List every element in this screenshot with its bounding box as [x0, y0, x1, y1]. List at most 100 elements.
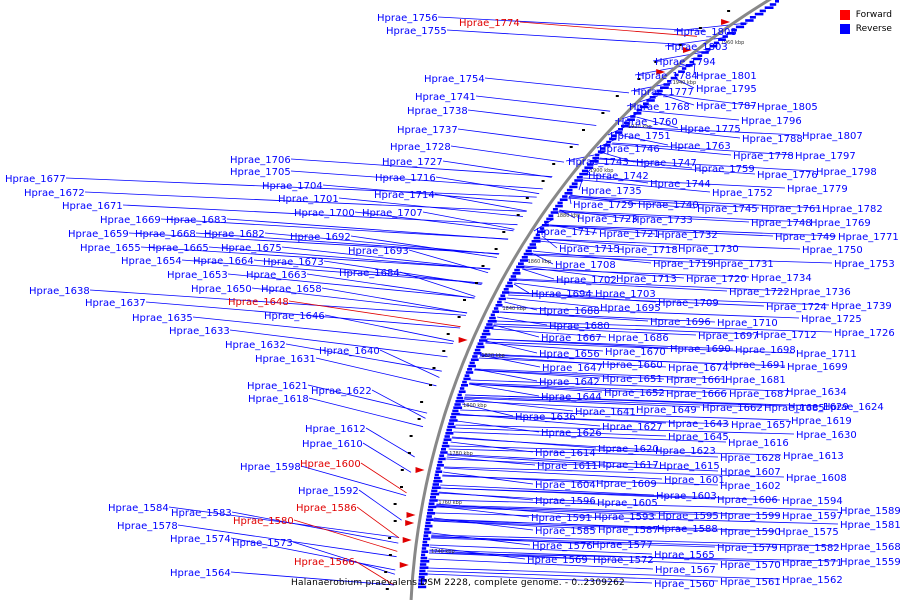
gene-label: Hprae_1771	[838, 232, 899, 243]
gene-label: Hprae_1707	[362, 208, 423, 219]
gene-label: Hprae_1566	[294, 557, 355, 568]
reverse-gene	[759, 9, 766, 13]
reverse-gene	[670, 76, 678, 80]
gene-label: Hprae_1675	[221, 243, 282, 254]
leader-line	[457, 128, 579, 146]
leader-line	[458, 414, 730, 425]
leader-line	[122, 204, 518, 226]
reverse-gene	[422, 540, 428, 544]
leader-line	[455, 424, 795, 435]
leader-line	[642, 110, 740, 121]
leader-line	[549, 224, 837, 237]
gene-label: Hprae_1756	[377, 13, 438, 24]
leader-line	[399, 271, 476, 297]
feature-mark	[400, 469, 404, 471]
reverse-gene	[764, 6, 774, 9]
feature-mark	[407, 452, 411, 454]
reverse-gene	[418, 576, 425, 579]
gene-label: Hprae_1755	[386, 26, 447, 37]
gene-label: Hprae_1680	[549, 321, 610, 332]
gene-label: Hprae_1593	[594, 512, 655, 523]
leader-line	[619, 134, 669, 146]
feature-mark	[417, 418, 421, 420]
forward-gene	[406, 512, 416, 518]
leader-line	[676, 78, 695, 89]
leader-line	[450, 145, 565, 163]
gene-label: Hprae_1677	[5, 174, 66, 185]
gene-label: Hprae_1661	[666, 375, 727, 386]
gene-label: Hprae_1567	[655, 565, 716, 576]
gene-label: Hprae_1775	[680, 124, 741, 135]
reverse-gene	[459, 387, 465, 390]
reverse-gene	[529, 243, 536, 246]
leader-line	[227, 273, 475, 299]
kbp-tick-label: 1940 kbp	[673, 80, 697, 86]
reverse-gene	[571, 182, 578, 185]
gene-label: Hprae_1683	[166, 215, 227, 226]
reverse-gene	[479, 339, 488, 342]
leader-line	[504, 301, 538, 311]
feature-mark	[654, 61, 658, 63]
gene-label: Hprae_1570	[720, 560, 781, 571]
gene-label: Hprae_1807	[802, 131, 863, 142]
gene-label: Hprae_1709	[658, 298, 719, 309]
gene-label: Hprae_1648	[228, 297, 289, 308]
gene-label: Hprae_1631	[255, 354, 316, 365]
reverse-gene	[705, 48, 711, 51]
leader-line	[354, 211, 514, 232]
gene-label: Hprae_1729	[573, 200, 634, 211]
gene-label: Hprae_1612	[305, 424, 366, 435]
reverse-gene	[422, 544, 430, 547]
gene-label: Hprae_1795	[696, 84, 757, 95]
gene-label: Hprae_1565	[654, 550, 715, 561]
leader-line	[437, 16, 705, 32]
reverse-gene	[472, 355, 478, 358]
reverse-gene	[454, 403, 461, 406]
reverse-gene	[455, 400, 465, 403]
gene-label: Hprae_1633	[169, 326, 230, 337]
reverse-gene	[735, 25, 745, 29]
gene-label: Hprae_1651	[602, 374, 663, 385]
legend-reverse: Reverse	[839, 22, 892, 36]
leader-line	[177, 524, 397, 558]
reverse-gene	[518, 262, 524, 265]
leader-line	[429, 549, 781, 563]
leader-line	[431, 535, 591, 545]
reverse-gene	[448, 422, 455, 425]
gene-label: Hprae_1728	[390, 142, 451, 153]
forward-gene	[458, 337, 468, 343]
leader-line	[673, 22, 748, 32]
leader-line	[360, 462, 407, 494]
kbp-tick-label: 1820 kbp	[481, 353, 505, 359]
reverse-gene	[487, 320, 497, 323]
reverse-gene	[423, 537, 431, 541]
feature-mark	[385, 588, 389, 590]
gene-label: Hprae_1744	[650, 179, 711, 190]
reverse-gene	[441, 444, 450, 448]
leader-line	[230, 571, 395, 586]
reverse-gene	[643, 102, 649, 105]
gene-label: Hprae_1643	[668, 419, 729, 430]
leader-line	[636, 116, 679, 129]
reverse-gene	[428, 502, 435, 505]
gene-label: Hprae_1763	[670, 141, 731, 152]
gene-label: Hprae_1672	[24, 188, 85, 199]
reverse-gene	[539, 227, 545, 230]
forward-gene	[415, 467, 425, 473]
gene-label: Hprae_1782	[822, 204, 883, 215]
feature-mark	[446, 333, 450, 335]
feature-mark	[552, 163, 556, 165]
gene-label: Hprae_1693	[348, 246, 409, 257]
reverse-gene	[441, 448, 446, 451]
gene-label: Hprae_1568	[840, 542, 900, 553]
leader-line	[491, 328, 607, 338]
gene-label: Hprae_1657	[731, 420, 792, 431]
leader-line	[430, 537, 716, 548]
feature-mark	[420, 401, 424, 403]
feature-mark	[582, 129, 585, 131]
gene-label: Hprae_1797	[795, 151, 856, 162]
gene-label: Hprae_1628	[720, 453, 781, 464]
leader-line	[431, 532, 531, 546]
kbp-tick-label: 1920 kbp	[628, 124, 652, 130]
gene-label: Hprae_1599	[720, 511, 781, 522]
